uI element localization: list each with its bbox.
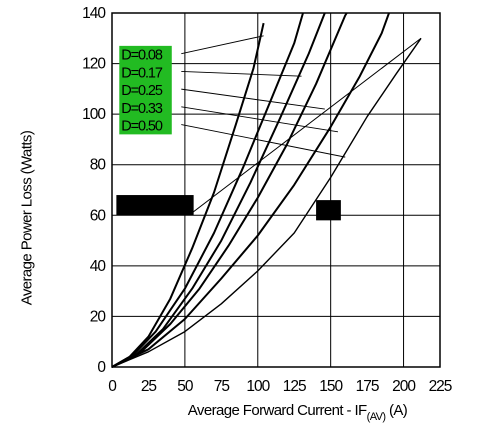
tick-labels: 0 25 50 75 100 125 150 175 200 225 0 20 40 60 80 100 120… <box>82 5 453 395</box>
leader-line <box>181 35 264 55</box>
leader-line <box>181 124 346 158</box>
x-tick-label: 225 <box>429 378 452 395</box>
x-tick-label: 75 <box>214 378 230 395</box>
y-axis-label: Average Power Loss (Watts) <box>18 130 36 306</box>
legend-entry-d-0-33: D=0.33 <box>121 101 163 117</box>
legend-entry-d-0-25: D=0.25 <box>121 83 163 99</box>
series-lines <box>111 12 422 368</box>
y-tick-label: 60 <box>90 207 107 224</box>
series-line-d-0-50 <box>111 12 390 368</box>
plot-frame <box>111 12 441 368</box>
redaction-block-right <box>316 200 341 221</box>
leader-line <box>181 88 325 110</box>
y-tick-label: 0 <box>97 359 106 376</box>
series-line-d-0-33 <box>111 12 348 368</box>
x-tick-label: 50 <box>177 378 194 395</box>
legend-entry-d-0-50: D=0.50 <box>121 119 163 135</box>
y-tick-label: 100 <box>82 106 106 123</box>
x-axis-label-main: Average Forward Current - IF <box>187 402 367 419</box>
legend-box: D=0.08D=0.17 D=0.25 D=0.33 D=0.50 <box>119 45 172 135</box>
x-tick-label: 175 <box>356 378 379 395</box>
legend-entry-d-0-08: D=0.08 <box>121 48 163 64</box>
x-tick-label: 125 <box>283 378 306 395</box>
x-tick-label: 25 <box>141 378 157 395</box>
series-line-d-0-08 <box>111 22 265 368</box>
plot-border <box>111 12 441 368</box>
legend-leader-lines <box>181 35 422 214</box>
y-tick-label: 80 <box>90 157 107 174</box>
leader-line <box>181 106 339 133</box>
redaction-marks <box>116 195 341 221</box>
legend-entry-d-0-17: D=0.17 <box>121 65 163 81</box>
redaction-block-left <box>116 195 194 216</box>
legend-background <box>119 45 172 135</box>
annotation-line <box>191 37 422 214</box>
leader-line <box>181 70 302 77</box>
x-axis-label-sub: (AV) <box>366 411 386 423</box>
x-tick-label: 150 <box>319 378 343 395</box>
series-line-d-0-25 <box>111 12 326 368</box>
x-axis-label-unit: (A) <box>389 402 408 419</box>
series-line-d-0-17 <box>111 12 304 368</box>
x-tick-label: 0 <box>108 378 117 395</box>
y-tick-label: 120 <box>82 56 106 73</box>
y-tick-label: 40 <box>90 258 107 275</box>
series-line-unlabeled <box>111 37 422 368</box>
y-tick-label: 140 <box>82 5 106 22</box>
y-tick-label: 20 <box>90 308 107 325</box>
x-tick-label: 200 <box>392 378 416 395</box>
x-axis-label: Average Forward Current - IF(AV) (A) <box>110 402 485 423</box>
x-tick-label: 100 <box>246 378 270 395</box>
